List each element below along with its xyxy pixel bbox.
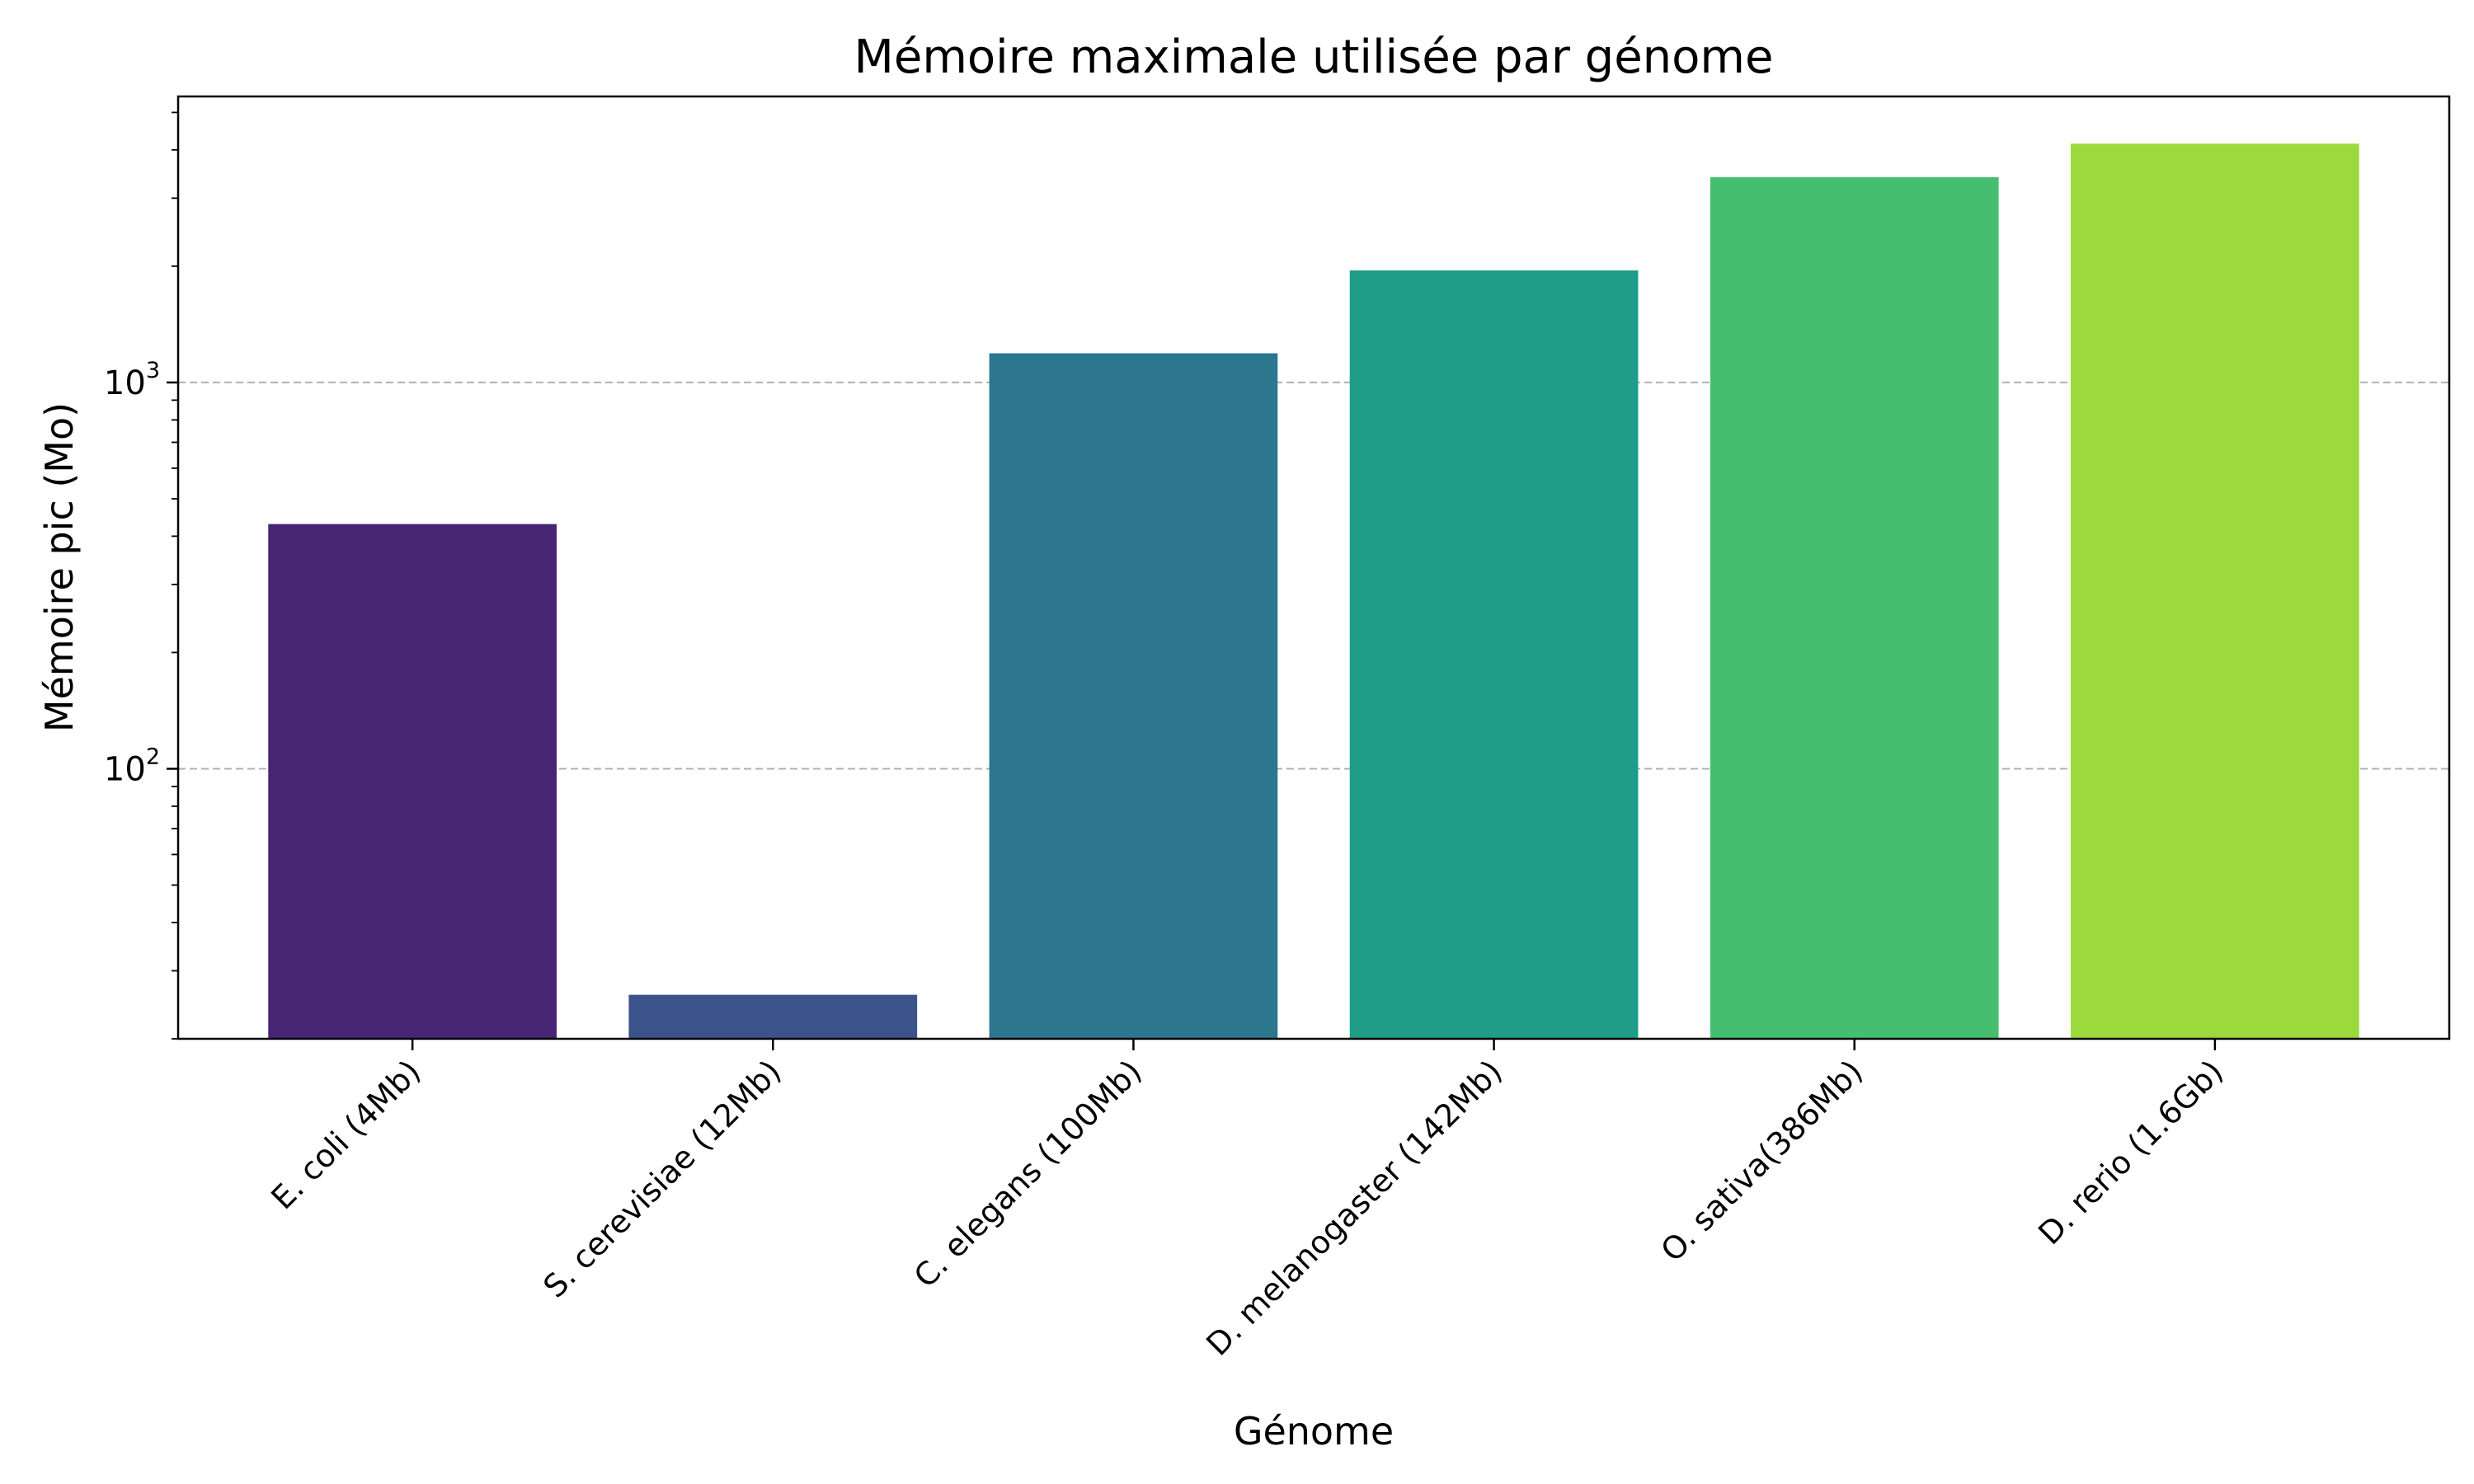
bar xyxy=(628,994,918,1039)
bar xyxy=(268,524,557,1039)
bars xyxy=(268,143,2359,1040)
chart-title: Mémoire maximale utilisée par génome xyxy=(854,31,1774,84)
bar xyxy=(2071,143,2359,1040)
plot-frame xyxy=(176,95,2451,1040)
x-axis-label: Génome xyxy=(1234,1409,1394,1453)
bar xyxy=(1710,176,1999,1039)
bar xyxy=(1349,270,1639,1039)
y-axis-label: Mémoire pic (Mo) xyxy=(37,402,82,732)
y-ticks: 102 103 xyxy=(104,111,178,1040)
y-tick-label: 102 xyxy=(104,744,160,788)
y-tick-label: 103 xyxy=(104,358,160,402)
bar xyxy=(989,353,1278,1040)
gridlines xyxy=(178,381,2449,770)
